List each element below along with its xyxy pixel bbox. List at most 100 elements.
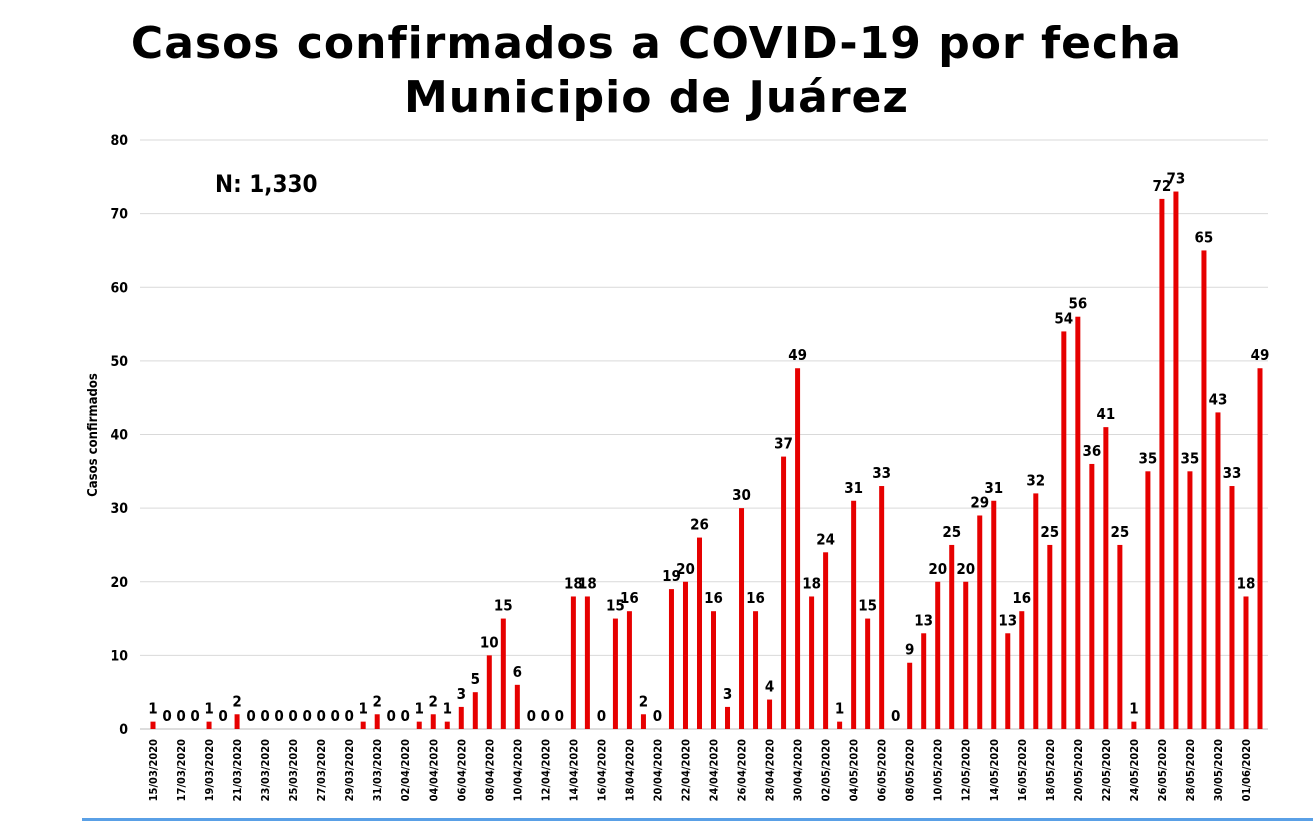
x-tick-label: 23/03/2020 (259, 739, 272, 801)
data-label: 16 (1012, 589, 1031, 607)
x-tick-label: 22/05/2020 (1100, 739, 1113, 801)
data-label: 20 (956, 560, 975, 578)
x-tick-label: 15/03/2020 (147, 739, 160, 801)
bar (725, 706, 731, 729)
x-tick-label: 10/05/2020 (932, 739, 945, 801)
data-label: 73 (1167, 170, 1186, 188)
bar (500, 618, 506, 729)
footer-divider (82, 818, 1313, 821)
bar (851, 500, 857, 729)
y-tick-label: 10 (110, 648, 128, 664)
data-label: 18 (564, 574, 583, 592)
bar (1103, 427, 1109, 729)
x-tick-label: 22/04/2020 (679, 739, 692, 801)
data-label: 56 (1068, 295, 1087, 313)
x-tick-label: 16/05/2020 (1016, 739, 1029, 801)
x-tick-label: 19/03/2020 (203, 739, 216, 801)
data-label: 72 (1153, 177, 1172, 195)
bar (1173, 191, 1179, 730)
data-label: 0 (274, 707, 283, 725)
x-tick-label: 28/05/2020 (1184, 739, 1197, 801)
data-label: 9 (905, 641, 914, 659)
bar (206, 721, 212, 729)
bar (739, 508, 745, 729)
chart-title: Casos confirmados a COVID-19 por fecha (130, 18, 1183, 69)
x-tick-label: 30/04/2020 (792, 739, 805, 801)
data-label: 0 (260, 707, 269, 725)
bar (514, 684, 520, 729)
data-label: 1 (415, 700, 424, 718)
x-tick-label: 26/05/2020 (1156, 739, 1169, 801)
x-tick-label: 29/03/2020 (343, 739, 356, 801)
data-label: 25 (942, 523, 961, 541)
data-label: 20 (676, 560, 695, 578)
bar (1117, 544, 1123, 729)
bar (584, 596, 590, 729)
data-label: 0 (288, 707, 297, 725)
bar (640, 714, 646, 729)
data-label: 30 (732, 486, 751, 504)
x-tick-label: 20/05/2020 (1072, 739, 1085, 801)
data-label: 6 (513, 663, 522, 681)
x-tick-label: 06/04/2020 (455, 739, 468, 801)
bar (458, 706, 464, 729)
data-label: 13 (914, 611, 933, 629)
data-label: 31 (984, 479, 1003, 497)
data-label: 54 (1054, 309, 1073, 327)
data-label: 31 (844, 479, 863, 497)
y-tick-label: 50 (110, 354, 128, 370)
data-label: 37 (774, 435, 793, 453)
bar (879, 486, 885, 729)
data-label: 18 (578, 574, 597, 592)
data-label: 16 (746, 589, 765, 607)
data-label: 0 (330, 707, 339, 725)
data-label: 2 (373, 692, 382, 710)
bar (1019, 611, 1025, 729)
bar (682, 581, 688, 729)
data-label: 1 (148, 700, 157, 718)
x-tick-label: 24/05/2020 (1128, 739, 1141, 801)
data-label: 43 (1209, 390, 1228, 408)
x-tick-label: 30/05/2020 (1212, 739, 1225, 801)
bar (837, 721, 843, 729)
data-label: 24 (816, 530, 835, 548)
data-label: 0 (541, 707, 550, 725)
y-axis-label: Casos confirmados (86, 373, 101, 497)
bar (921, 633, 927, 729)
data-label: 0 (246, 707, 255, 725)
data-label: 0 (218, 707, 227, 725)
data-label: 2 (429, 692, 438, 710)
data-label: 3 (723, 685, 732, 703)
bar (711, 611, 717, 729)
x-tick-label: 16/04/2020 (595, 739, 608, 801)
data-label: 25 (1040, 523, 1059, 541)
bar (444, 721, 450, 729)
x-tick-label: 18/05/2020 (1044, 739, 1057, 801)
bar (865, 618, 871, 729)
bar (823, 552, 829, 729)
bar (1229, 486, 1235, 729)
data-label: 15 (858, 597, 877, 615)
bar (150, 721, 156, 729)
data-label: 2 (639, 692, 648, 710)
data-label: 15 (494, 597, 513, 615)
data-label: 0 (176, 707, 185, 725)
bar (1201, 250, 1207, 729)
data-label: 33 (872, 464, 891, 482)
bar (781, 456, 787, 729)
x-tick-label: 04/04/2020 (427, 739, 440, 801)
data-label: 35 (1139, 449, 1158, 467)
data-label: 0 (387, 707, 396, 725)
x-tick-label: 10/04/2020 (511, 739, 524, 801)
data-label: 10 (480, 633, 499, 651)
x-tick-label: 14/05/2020 (988, 739, 1001, 801)
x-tick-label: 12/04/2020 (539, 739, 552, 801)
bar (430, 714, 436, 729)
data-label: 0 (401, 707, 410, 725)
chart-subtitle: Municipio de Juárez (404, 72, 909, 123)
data-label: 65 (1195, 228, 1214, 246)
bar (963, 581, 969, 729)
data-label: 0 (653, 707, 662, 725)
